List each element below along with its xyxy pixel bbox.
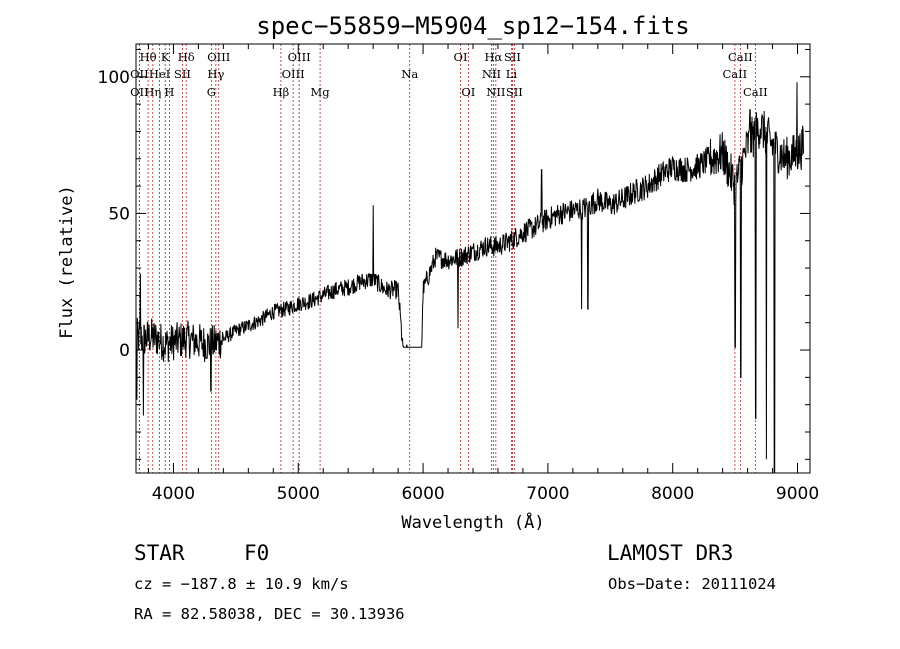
- line-label-20: NII: [482, 67, 501, 81]
- plot-frame: [135, 43, 811, 474]
- line-label-12: Hβ: [273, 85, 290, 99]
- y-tick-label-0: 0: [119, 341, 130, 361]
- line-label-11: G: [207, 85, 216, 99]
- line-label-14: OIII: [282, 67, 305, 81]
- line-label-10: Hγ: [207, 67, 224, 81]
- axis-ticks: 4000 5000 6000 7000 8000 9000 0 50 100: [98, 44, 819, 504]
- line-label-9: OIII: [207, 50, 230, 64]
- line-label-2: OII: [130, 85, 149, 99]
- chart-title: spec−55859−M5904_sp12−154.fits: [256, 12, 689, 40]
- line-label-27: CaII: [743, 85, 768, 99]
- line-label-18: OI: [461, 85, 475, 99]
- x-tick-label-3: 7000: [526, 484, 569, 504]
- line-label-19: Hα: [484, 50, 502, 64]
- line-label-8: Hδ: [178, 50, 195, 64]
- line-label-13: OIII: [288, 50, 311, 64]
- ra-dec-coordinates: RA = 82.58038, DEC = 30.13936: [134, 605, 405, 623]
- line-label-21: NII: [486, 85, 505, 99]
- survey-name: LAMOST DR3: [607, 541, 733, 565]
- line-label-25: CaII: [728, 50, 753, 64]
- line-label-24: SII: [506, 85, 523, 99]
- redshift-cz: cz = −187.8 ± 10.9 km/s: [134, 575, 349, 593]
- line-label-4: HeI: [149, 67, 170, 81]
- line-label-1: OII: [130, 67, 149, 81]
- x-axis-label: Wavelength (Å): [401, 511, 544, 533]
- y-tick-label-2: 100: [98, 68, 130, 88]
- y-axis-label: Flux (relative): [57, 185, 77, 339]
- line-label-6: SII: [174, 67, 191, 81]
- x-tick-label-1: 5000: [277, 484, 320, 504]
- flux-line: [135, 82, 804, 474]
- line-label-0: Hθ: [140, 50, 157, 64]
- observation-date: Obs−Date: 20111024: [608, 575, 776, 593]
- line-label-16: Na: [401, 67, 418, 81]
- line-label-26: CaII: [722, 67, 747, 81]
- x-tick-label-0: 4000: [152, 484, 195, 504]
- line-label-5: Hη: [144, 85, 161, 99]
- x-tick-label-4: 8000: [651, 484, 694, 504]
- line-label-22: SII: [504, 50, 521, 64]
- line-label-15: Mg: [311, 85, 331, 99]
- object-subclass: F0: [244, 541, 269, 565]
- object-type: STAR: [134, 541, 185, 565]
- line-label-3: K: [161, 50, 170, 64]
- flux-series: [135, 82, 804, 474]
- x-tick-label-2: 6000: [401, 484, 444, 504]
- line-markers: [138, 44, 756, 473]
- line-label-23: Li: [506, 67, 518, 81]
- x-tick-label-5: 9000: [776, 484, 819, 504]
- line-label-7: H: [164, 85, 174, 99]
- y-tick-label-1: 50: [108, 204, 130, 224]
- line-label-17: OI: [454, 50, 468, 64]
